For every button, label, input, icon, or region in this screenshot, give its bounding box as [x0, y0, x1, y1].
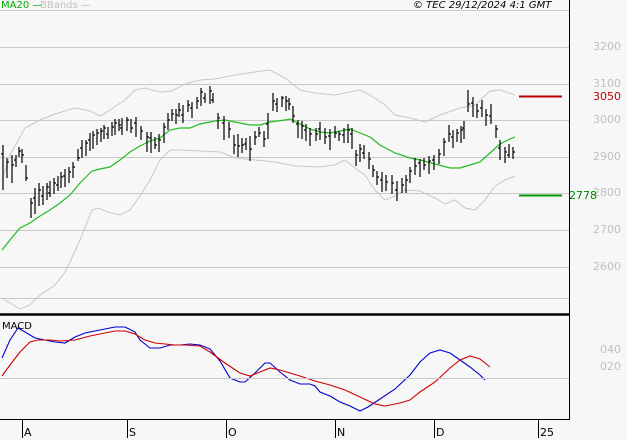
- y-label-2600: 2600: [593, 260, 621, 273]
- legend-bbands: BBands —: [40, 0, 91, 11]
- x-label-nov: N: [337, 426, 346, 439]
- x-label-sep: S: [129, 426, 136, 439]
- signal-line: [1, 330, 491, 407]
- copyright-text: © TEC 29/12/2024 4:1 GMT: [413, 0, 552, 11]
- macd-y-label-040: 040: [600, 343, 621, 356]
- bbands-lower: [1, 149, 516, 310]
- ma20-line: [1, 118, 516, 251]
- macd-line: [1, 326, 486, 412]
- ohlc-bars: [1, 86, 515, 218]
- x-label-aug: A: [24, 426, 32, 439]
- x-label-oct: O: [228, 426, 237, 439]
- macd-panel-border: [0, 314, 570, 420]
- x-label-2025: 25: [540, 426, 554, 439]
- price-grid: [0, 10, 569, 379]
- x-label-dec: D: [436, 426, 445, 439]
- y-label-2900: 2900: [593, 150, 621, 163]
- support-label: 2778: [569, 189, 597, 202]
- y-label-3200: 3200: [593, 40, 621, 53]
- bbands-upper: [1, 69, 516, 181]
- y-label-2700: 2700: [593, 223, 621, 236]
- resistance-label: 3050: [593, 90, 621, 103]
- y-label-3100: 3100: [593, 77, 621, 90]
- y-label-2800: 2800: [593, 186, 621, 199]
- legend-ma20: MA20 —: [1, 0, 43, 11]
- macd-y-label-020: 020: [600, 360, 621, 373]
- macd-label: MACD: [2, 321, 32, 332]
- x-axis-ticks: [0, 419, 569, 438]
- y-label-3000: 3000: [593, 113, 621, 126]
